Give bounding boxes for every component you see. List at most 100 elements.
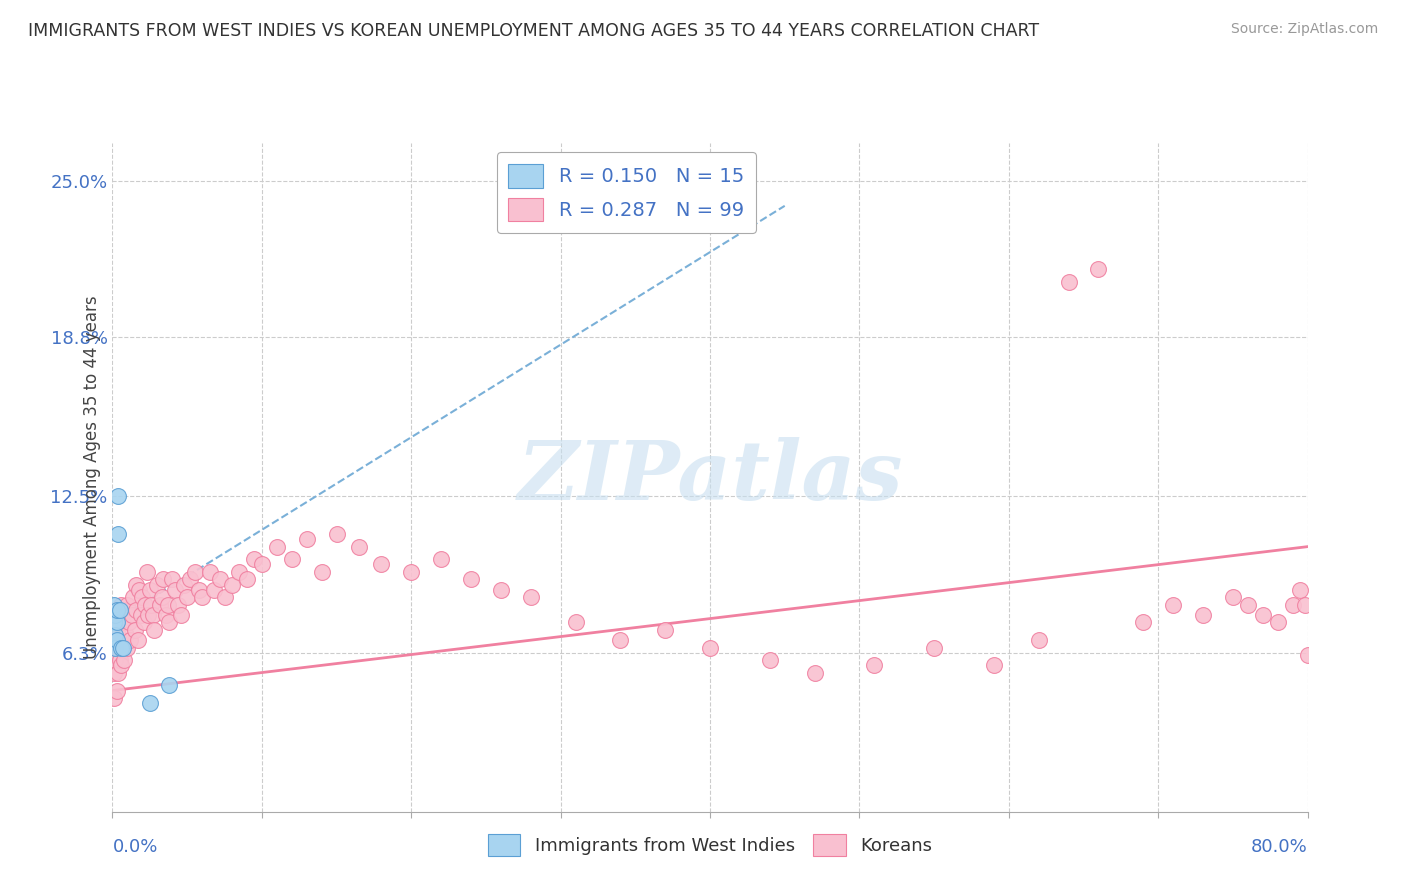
Point [107, 665, 129, 680]
Point [105, 615, 128, 630]
Point [120, 633, 142, 648]
Point [115, 628, 138, 642]
Point [311, 565, 333, 579]
Point [401, 565, 423, 579]
Point [654, 623, 676, 637]
Point [110, 658, 132, 673]
Point [198, 565, 221, 579]
Point [157, 678, 180, 692]
Point [103, 598, 125, 612]
Point [1267, 615, 1289, 630]
Point [111, 640, 134, 655]
Point [131, 590, 153, 604]
Point [139, 582, 162, 597]
Point [1057, 275, 1080, 289]
Point [179, 573, 201, 587]
Point [236, 573, 259, 587]
Point [110, 640, 132, 655]
Point [281, 552, 304, 566]
Point [135, 565, 157, 579]
Point [104, 640, 127, 655]
Point [1222, 590, 1244, 604]
Point [1289, 582, 1312, 597]
Point [105, 683, 128, 698]
Point [146, 577, 169, 591]
Point [430, 552, 453, 566]
Point [243, 552, 266, 566]
Point [208, 573, 231, 587]
Point [149, 598, 172, 612]
Point [125, 603, 148, 617]
Point [295, 532, 318, 546]
Point [107, 527, 129, 541]
Point [117, 640, 139, 655]
Point [460, 573, 482, 587]
Point [125, 577, 148, 591]
Point [111, 640, 134, 655]
Point [325, 527, 347, 541]
Point [922, 640, 945, 655]
Point [157, 615, 180, 630]
Point [104, 623, 127, 637]
Point [132, 615, 155, 630]
Point [124, 623, 146, 637]
Point [114, 603, 135, 617]
Point [347, 540, 370, 554]
Point [1294, 598, 1316, 612]
Point [143, 623, 166, 637]
Point [609, 633, 631, 648]
Point [162, 573, 183, 587]
Point [118, 615, 141, 630]
Point [228, 565, 250, 579]
Point [191, 590, 214, 604]
Point [107, 489, 129, 503]
Point [1251, 607, 1274, 622]
Point [1087, 262, 1109, 277]
Point [103, 665, 125, 680]
Point [188, 582, 211, 597]
Point [863, 658, 886, 673]
Point [103, 691, 125, 706]
Point [134, 598, 156, 612]
Point [110, 598, 132, 612]
Point [266, 540, 288, 554]
Point [173, 577, 195, 591]
Point [156, 598, 179, 612]
Point [759, 653, 782, 667]
Point [489, 582, 512, 597]
Point [107, 628, 129, 642]
Point [104, 628, 127, 642]
Point [141, 598, 163, 612]
Point [1132, 615, 1154, 630]
Point [128, 582, 150, 597]
Point [202, 582, 225, 597]
Point [1237, 598, 1260, 612]
Point [105, 633, 128, 648]
Point [104, 653, 127, 667]
Text: ZIPatlas: ZIPatlas [517, 437, 903, 517]
Y-axis label: Unemployment Among Ages 35 to 44 years: Unemployment Among Ages 35 to 44 years [83, 295, 101, 659]
Point [1296, 648, 1319, 663]
Point [564, 615, 586, 630]
Point [108, 603, 131, 617]
Point [176, 590, 198, 604]
Point [1161, 598, 1184, 612]
Text: IMMIGRANTS FROM WEST INDIES VS KOREAN UNEMPLOYMENT AMONG AGES 35 TO 44 YEARS COR: IMMIGRANTS FROM WEST INDIES VS KOREAN UN… [28, 22, 1039, 40]
Point [183, 565, 205, 579]
Point [117, 598, 139, 612]
Point [170, 607, 193, 622]
Point [111, 615, 134, 630]
Point [155, 607, 177, 622]
Text: Source: ZipAtlas.com: Source: ZipAtlas.com [1230, 22, 1378, 37]
Point [150, 590, 173, 604]
Point [127, 633, 149, 648]
Point [108, 615, 131, 630]
Text: 0.0%: 0.0% [112, 838, 157, 856]
Point [167, 598, 190, 612]
Point [139, 696, 162, 710]
Point [103, 615, 125, 630]
Point [152, 573, 174, 587]
Point [122, 590, 145, 604]
Point [214, 590, 236, 604]
Point [114, 653, 135, 667]
